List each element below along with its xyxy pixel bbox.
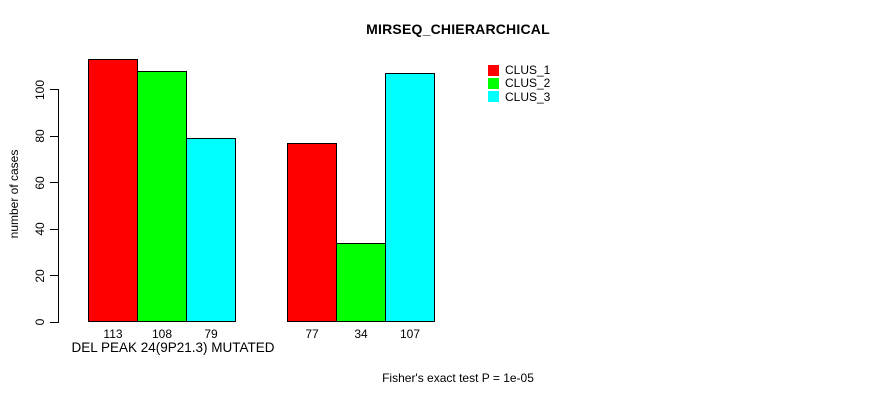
y-axis-label: number of cases: [7, 149, 21, 239]
y-axis-tick-mark: [50, 228, 58, 230]
y-axis-tick-mark: [50, 135, 58, 137]
bar-value-label: 34: [354, 327, 368, 341]
legend-label-clus_2: CLUS_2: [505, 76, 551, 91]
y-axis-tick-label: 80: [33, 129, 47, 143]
bar-value-label: 79: [204, 327, 218, 341]
y-axis-tick-mark: [50, 275, 58, 277]
y-axis-tick-label: 100: [33, 79, 47, 100]
bar-clus_1-group1: [88, 59, 138, 322]
bar-value-label: 77: [305, 327, 319, 341]
fisher-test-annotation: Fisher's exact test P = 1e-05: [382, 371, 534, 385]
bar-value-label: 108: [151, 327, 173, 341]
bar-clus_3-group1: [186, 138, 236, 322]
bar-clus_1-group2: [287, 143, 337, 322]
legend-swatch-clus_1: [488, 64, 499, 76]
bar-clus_3-group2: [385, 73, 435, 322]
legend-label-clus_1: CLUS_1: [505, 63, 551, 77]
legend-swatch-clus_3: [488, 91, 499, 103]
y-axis-line: [58, 89, 59, 323]
bar-value-label: 113: [103, 327, 123, 341]
y-axis-tick-mark: [50, 182, 58, 184]
x-axis-label: DEL PEAK 24(9P21.3) MUTATED: [71, 340, 275, 355]
y-axis-tick-mark: [50, 89, 58, 91]
bar-clus_2-group2: [336, 242, 386, 322]
y-axis-tick-label: 60: [33, 175, 47, 190]
y-axis-tick-label: 20: [33, 268, 47, 283]
bar-value-label: 107: [399, 327, 421, 341]
bar-clus_2-group1: [137, 71, 187, 322]
legend-swatch-clus_2: [488, 77, 499, 89]
y-axis-tick-label: 0: [33, 318, 47, 326]
y-axis-tick-mark: [50, 321, 58, 323]
y-axis-tick-label: 40: [33, 222, 47, 236]
legend-label-clus_3: CLUS_3: [505, 89, 551, 104]
chart-title: MIRSEQ_CHIERARCHICAL: [366, 21, 550, 37]
